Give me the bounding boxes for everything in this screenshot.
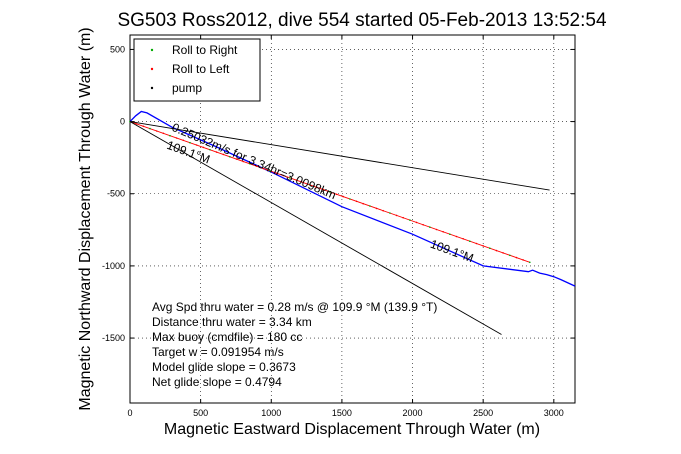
y-axis-label: Magnetic Northward Displacement Through … (77, 27, 94, 410)
roll-marker (335, 193, 338, 196)
roll-marker (355, 200, 358, 203)
roll-marker (315, 186, 318, 189)
stats-box: Avg Spd thru water = 0.28 m/s @ 109.9 °M… (152, 300, 437, 389)
x-tick-label: 2500 (473, 408, 493, 418)
roll-marker (449, 233, 451, 235)
stats-line: Net glide slope = 0.4794 (152, 375, 282, 389)
roll-marker (275, 172, 278, 174)
roll-marker (209, 148, 211, 151)
roll-marker (442, 231, 445, 233)
legend-box (133, 38, 261, 102)
roll-marker (435, 228, 438, 231)
x-tick-label: 2000 (403, 408, 423, 418)
roll-marker (189, 141, 191, 144)
roll-marker (462, 238, 465, 240)
reference-line (129, 121, 550, 191)
legend-marker (150, 86, 154, 90)
roll-marker (262, 167, 265, 170)
y-tick-label: -500 (107, 189, 125, 199)
stats-line: Max buoy (cmdfile) = 180 cc (152, 330, 302, 344)
roll-marker (429, 226, 431, 228)
y-tick-label: -1000 (102, 261, 125, 271)
roll-marker (362, 202, 365, 205)
y-tick-label: 0 (120, 117, 125, 127)
roll-marker (522, 259, 524, 261)
x-tick-label: 0 (127, 408, 132, 418)
roll-marker (135, 123, 138, 125)
roll-marker (169, 134, 171, 137)
roll-marker (235, 158, 238, 160)
roll-marker (482, 245, 485, 247)
roll-marker (302, 181, 305, 184)
roll-marker (502, 252, 504, 254)
plot-area-frame (129, 34, 576, 404)
roll-marker (242, 160, 245, 163)
stats-line: Target w = 0.091954 m/s (152, 345, 284, 359)
roll-marker (402, 216, 405, 219)
roll-marker (395, 214, 398, 217)
roll-marker (375, 207, 378, 210)
x-tick-labels: 0 500 1000 1500 2000 2500 3000 (127, 408, 563, 418)
x-tick-label: 3000 (544, 408, 564, 418)
legend-marker (150, 48, 154, 52)
roll-marker (309, 184, 311, 186)
y-tick-label: -1500 (102, 333, 125, 343)
legend-marker (150, 67, 154, 71)
stats-line: Distance thru water = 3.34 km (152, 315, 312, 329)
roll-marker (322, 188, 325, 191)
tick-marks (129, 35, 575, 403)
roll-marker (349, 198, 351, 200)
roll-marker (215, 151, 218, 153)
chart-title: SG503 Ross2012, dive 554 started 05-Feb-… (117, 10, 606, 31)
roll-marker (475, 242, 478, 245)
stats-line: Avg Spd thru water = 0.28 m/s @ 109.9 °M… (152, 300, 437, 314)
reference-line (129, 121, 502, 335)
legend: Roll to Right Roll to Left pump (133, 38, 261, 102)
roll-marker (455, 235, 458, 238)
roll-marker (195, 144, 198, 146)
y-tick-labels: -1500 -1000 -500 0 500 (102, 44, 125, 343)
roll-marker (515, 256, 518, 259)
track-line (129, 110, 576, 287)
y-tick-label: 500 (110, 44, 125, 54)
roll-marker (409, 219, 411, 221)
roll-marker (422, 224, 425, 226)
roll-marker (529, 261, 531, 264)
roll-marker (175, 137, 178, 139)
roll-marker (162, 132, 165, 135)
legend-label: pump (172, 81, 202, 95)
x-tick-label: 1000 (261, 408, 281, 418)
roll-marker (369, 205, 371, 207)
roll-marker (182, 139, 185, 142)
legend-label: Roll to Left (172, 62, 230, 76)
roll-marker (489, 247, 491, 249)
x-tick-label: 500 (193, 408, 208, 418)
x-tick-label: 1500 (332, 408, 352, 418)
roll-marker (222, 153, 225, 156)
roll-marker (142, 125, 145, 128)
roll-marker (342, 195, 345, 198)
roll-marker (229, 156, 231, 158)
legend-label: Roll to Right (172, 43, 238, 57)
roll-marker (295, 179, 298, 181)
stats-line: Model glide slope = 0.3673 (152, 360, 296, 374)
roll-marker (202, 146, 205, 149)
roll-marker (469, 240, 471, 242)
roll-marker (282, 174, 285, 177)
roll-marker (415, 221, 418, 224)
roll-marker (149, 127, 151, 130)
roll-marker (329, 191, 331, 193)
roll-marker (382, 209, 385, 212)
roll-marker (155, 130, 158, 132)
roll-marker (495, 249, 498, 252)
roll-marker (249, 163, 251, 165)
roll-marker (269, 170, 271, 172)
roll-marker (509, 254, 511, 257)
x-axis-label: Magnetic Eastward Displacement Through W… (164, 421, 540, 438)
roll-marker (389, 212, 391, 214)
data-series (129, 110, 576, 335)
roll-marker (255, 165, 258, 167)
roll-marker (289, 177, 291, 179)
